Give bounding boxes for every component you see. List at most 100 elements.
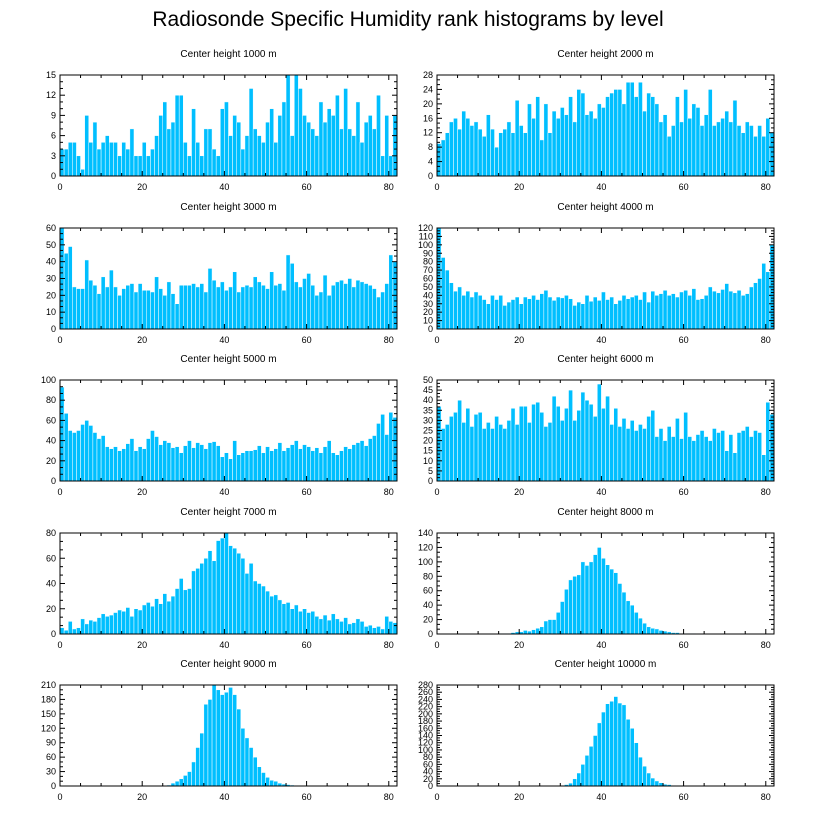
y-tick-label: 160 [418,723,433,733]
histogram-bar [261,772,266,787]
histogram-bar [469,296,475,330]
histogram-bar [510,408,516,482]
histogram-bar [252,276,258,330]
y-tick-label: 70 [423,265,433,275]
histogram-bar [199,283,205,330]
histogram-bar [121,288,127,330]
y-tick-label: 280 [418,680,433,690]
y-tick-label: 60 [46,415,56,425]
histogram-bar [154,436,159,482]
histogram-bar [646,772,651,787]
y-tick-label: 80 [46,395,56,405]
histogram-bar [76,627,81,635]
histogram-bar [642,765,647,787]
histogram-bar [215,155,221,177]
histogram-bar [384,115,390,177]
histogram-bar [642,291,647,330]
histogram-panel: Center height 7000 m 0 20 40 60 80 0 20 40 60 80 [46,507,398,650]
x-tick-label: 0 [57,640,62,650]
histogram-bar [277,599,283,635]
y-tick-label: 0 [428,476,433,486]
histogram-bar [560,420,565,482]
y-tick-label: 40 [423,395,433,405]
x-tick-label: 0 [434,182,439,192]
histogram-bar [265,288,270,330]
histogram-bar [80,618,85,635]
histogram-bar [580,764,586,787]
histogram-bar [384,283,390,330]
histogram-bar [703,436,709,482]
histogram-bar [580,561,586,635]
y-tick-label: 150 [41,709,56,719]
histogram-bar [703,114,709,177]
x-tick-label: 20 [137,335,147,345]
histogram-bar [240,558,246,635]
x-tick-label: 60 [679,182,689,192]
histogram-bar [372,435,377,482]
histogram-bar [72,286,77,330]
histogram-bar [183,589,188,635]
histogram-bar [76,155,81,177]
histogram-bar [92,432,98,482]
histogram-bar [199,563,205,635]
y-tick-label: 0 [428,781,433,791]
histogram-bar [125,607,131,635]
histogram-bar [150,291,155,330]
y-tick-label: 6 [51,131,56,141]
histogram-bar [444,269,450,330]
histogram-bar [158,444,163,482]
histogram-bar [125,443,131,482]
y-tick-label: 20 [423,307,433,317]
histogram-bar [322,274,328,330]
histogram-bar [650,627,656,635]
histogram-panel: Center height 6000 m0 20 40 60 8005101520253… [423,354,775,497]
histogram-bar [449,282,454,330]
histogram-bar [117,609,122,635]
histogram-bar [469,125,475,177]
histogram-bar [261,585,266,635]
histogram-bar [306,273,311,330]
histogram-bar [314,135,320,177]
histogram-bar [605,703,610,787]
x-tick-label: 80 [761,640,771,650]
histogram-bar [183,142,188,177]
histogram-bar [80,424,85,482]
histogram-bar [531,295,536,330]
histogram-bar [252,128,258,177]
histogram-bar [687,295,693,330]
histogram-bar [351,622,357,635]
histogram-bar [215,286,221,330]
y-tick-label: 20 [423,436,433,446]
histogram-bar [236,291,242,330]
histogram-bar [203,448,209,482]
histogram-bar [294,604,299,635]
histogram-bar [146,155,151,177]
histogram-bar [129,283,135,330]
histogram-bar [187,771,192,787]
histogram-bar [551,395,557,482]
histogram-bar [761,263,767,330]
histogram-bar [514,100,520,177]
histogram-bar [490,128,495,177]
histogram-bar [535,96,540,177]
histogram-bar [59,627,65,635]
histogram-bar [96,617,102,635]
histogram-bar [104,616,110,635]
histogram-bar [679,291,684,330]
y-tick-label: 8 [428,142,433,152]
histogram-bar [625,428,631,482]
histogram-bar [477,128,483,177]
histogram-bar [712,125,717,177]
histogram-bar [240,728,246,787]
histogram-bar [605,395,610,482]
histogram-bar [174,94,180,177]
histogram-bar [724,110,730,177]
histogram-bar [388,254,394,330]
histogram-bar [195,747,200,787]
histogram-bar [707,286,713,330]
y-tick-label: 120 [418,738,433,748]
x-tick-label: 60 [302,487,312,497]
histogram-bar [146,438,151,482]
histogram-bar [88,279,94,330]
histogram-bar [265,590,270,635]
